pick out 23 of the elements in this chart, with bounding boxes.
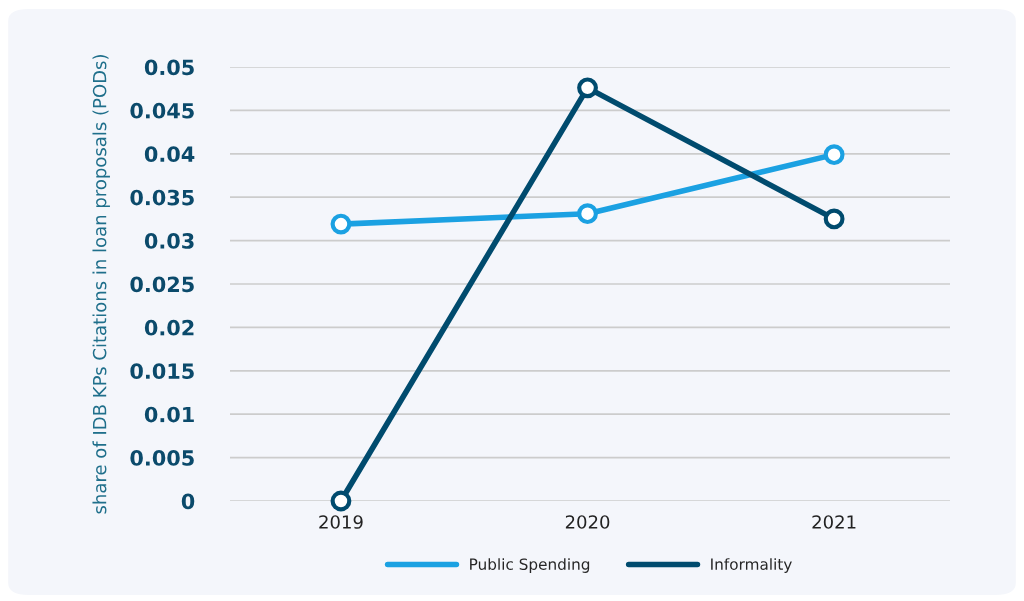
point: [330, 213, 352, 235]
y-tick-label: 0.01: [144, 406, 194, 423]
y-tick-label: 0.05: [144, 59, 194, 76]
point: [577, 77, 598, 99]
point: [823, 144, 845, 166]
y-tick-label: 0.005: [130, 450, 194, 466]
y-tick-label: 0.025: [130, 276, 194, 293]
y-tick-label: 0.015: [130, 363, 194, 380]
y-axis-title: share of IDB KPs Citations in loan proposals (PODs): [92, 55, 110, 514]
x-tick-label: 2021: [812, 515, 856, 529]
legend-label: Public Spending: [470, 558, 590, 573]
legend-label: Informality: [711, 558, 792, 573]
y-tick-label: 0.02: [144, 319, 194, 336]
x-tick-label: 2019: [319, 515, 363, 529]
y-tick-label: 0.03: [144, 233, 194, 249]
point: [823, 208, 845, 230]
point: [330, 490, 352, 512]
point: [577, 203, 598, 225]
y-tick-label: 0.045: [130, 102, 194, 119]
y-tick-label: 0: [181, 493, 195, 510]
y-tick-label: 0.035: [130, 189, 194, 206]
x-tick-label: 2020: [565, 515, 610, 529]
y-tick-label: 0.04: [144, 146, 195, 163]
